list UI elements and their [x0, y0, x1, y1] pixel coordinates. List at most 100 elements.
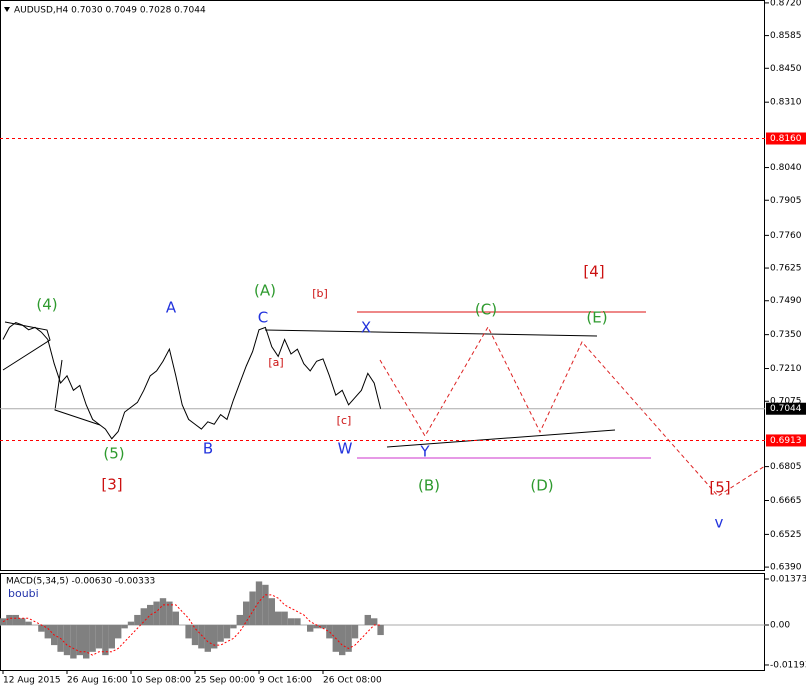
- y-tick-label: 0.8585: [770, 31, 802, 41]
- macd-bar: [262, 584, 269, 626]
- macd-bar: [287, 618, 295, 626]
- macd-bar: [211, 625, 218, 649]
- wave-label: A: [166, 299, 177, 317]
- macd-bar: [364, 614, 371, 626]
- x-tick-label: 10 Sep 08:00: [131, 676, 191, 686]
- macd-bar: [83, 625, 90, 659]
- wave-label: (B): [418, 477, 440, 495]
- macd-bar: [153, 601, 160, 626]
- macd-bar: [339, 625, 346, 656]
- macd-bar: [198, 625, 205, 649]
- wave-label: [4]: [583, 263, 604, 281]
- y-tick-label: -0.01193: [770, 660, 806, 670]
- last-price-label: 0.7044: [770, 404, 802, 414]
- macd-bar: [25, 621, 32, 626]
- macd-bar: [275, 611, 282, 626]
- macd-subtitle: boubi: [8, 587, 39, 600]
- y-tick-label: 0.7490: [770, 296, 802, 306]
- macd-bar: [147, 604, 154, 626]
- main-frame: [0, 0, 765, 571]
- y-tick-label: 0.8040: [770, 163, 802, 173]
- wave-label: [a]: [268, 356, 283, 369]
- trend-line: [264, 329, 598, 337]
- macd-bar: [38, 625, 45, 632]
- y-tick-label: 0.7350: [770, 330, 802, 340]
- drawings: [2, 311, 766, 497]
- y-tick-label: 0.6665: [770, 496, 802, 506]
- macd-bar: [63, 625, 71, 656]
- wave-label: (D): [530, 477, 553, 495]
- macd-frame: [0, 573, 765, 671]
- last-price-box: [766, 402, 806, 415]
- macd-bar: [243, 601, 250, 626]
- x-tick-label: 25 Sep 00:00: [195, 676, 255, 686]
- macd-bar: [95, 625, 103, 649]
- macd-bar: [115, 625, 122, 639]
- macd-bar: [217, 625, 224, 642]
- macd-bar: [108, 625, 115, 649]
- macd-bar: [191, 625, 199, 646]
- y-tick-label: 0.01373: [770, 574, 806, 584]
- wave-label: [5]: [709, 479, 730, 497]
- wedge: [54, 359, 101, 426]
- signal-line: [2, 594, 381, 656]
- macd-bar: [255, 581, 263, 626]
- wave-label: X: [361, 319, 371, 337]
- y-tick-label: 0.6525: [770, 530, 802, 540]
- x-tick-label: 9 Oct 16:00: [259, 676, 312, 686]
- wave-label: v: [715, 514, 724, 532]
- wave-label: Y: [419, 443, 430, 461]
- projection: [379, 325, 766, 497]
- level-label: 0.6913: [770, 436, 802, 446]
- macd-bar: [230, 625, 237, 629]
- y-tick-label: 0.7760: [770, 231, 802, 241]
- macd-bar: [313, 625, 320, 629]
- menu-icon[interactable]: [4, 7, 10, 12]
- wave-label: [3]: [101, 476, 122, 494]
- macd-bar: [319, 625, 327, 629]
- macd-bar: [351, 625, 359, 639]
- y-tick-label: 0.6805: [770, 462, 802, 472]
- wave-label: C: [258, 309, 268, 327]
- macd-bar: [134, 614, 141, 626]
- wave-label: (5): [103, 445, 124, 463]
- y-tick-label: 0.6390: [770, 563, 802, 573]
- y-tick-label: 0.7905: [770, 196, 802, 206]
- macd-bar: [294, 618, 301, 626]
- x-tick-label: 26 Oct 08:00: [323, 676, 382, 686]
- macd-bar: [377, 625, 384, 636]
- macd-bar: [44, 625, 51, 639]
- macd-bar: [127, 621, 135, 626]
- wave-label: B: [203, 440, 213, 458]
- macd-bar: [185, 625, 192, 639]
- macd-bar: [140, 608, 147, 626]
- macd-bar: [19, 618, 26, 626]
- macd-bar: [223, 625, 231, 639]
- wave-label: [c]: [337, 414, 352, 427]
- macd-title: MACD(5,34,5) -0.00630 -0.00333: [6, 577, 155, 587]
- macd-bar: [76, 625, 83, 656]
- x-tick-label: 26 Aug 16:00: [67, 676, 128, 686]
- wave-label: (A): [254, 282, 276, 300]
- macd-bar: [371, 618, 378, 626]
- x-tick-label: 12 Aug 2015: [3, 676, 61, 686]
- macd-bar: [12, 614, 19, 626]
- macd-bar: [236, 614, 243, 626]
- chart-title: AUDUSD,H4 0.7030 0.7049 0.7028 0.7044: [14, 6, 206, 16]
- macd-bar: [121, 625, 128, 629]
- wave-label: (C): [475, 301, 497, 319]
- macd-bar: [102, 625, 109, 656]
- wave-label: (E): [586, 309, 607, 327]
- level-box: [766, 132, 806, 145]
- trend-line: [386, 429, 616, 448]
- macd-bar: [326, 625, 333, 639]
- macd-bar: [70, 625, 77, 659]
- y-tick-label: 0.00: [770, 621, 790, 631]
- macd-bar: [204, 625, 211, 652]
- macd-bar: [159, 598, 167, 626]
- level-box: [766, 434, 806, 447]
- y-tick-label: 0.7625: [770, 264, 802, 274]
- y-tick-label: 0.7210: [770, 364, 802, 374]
- wave-label: (4): [36, 296, 57, 314]
